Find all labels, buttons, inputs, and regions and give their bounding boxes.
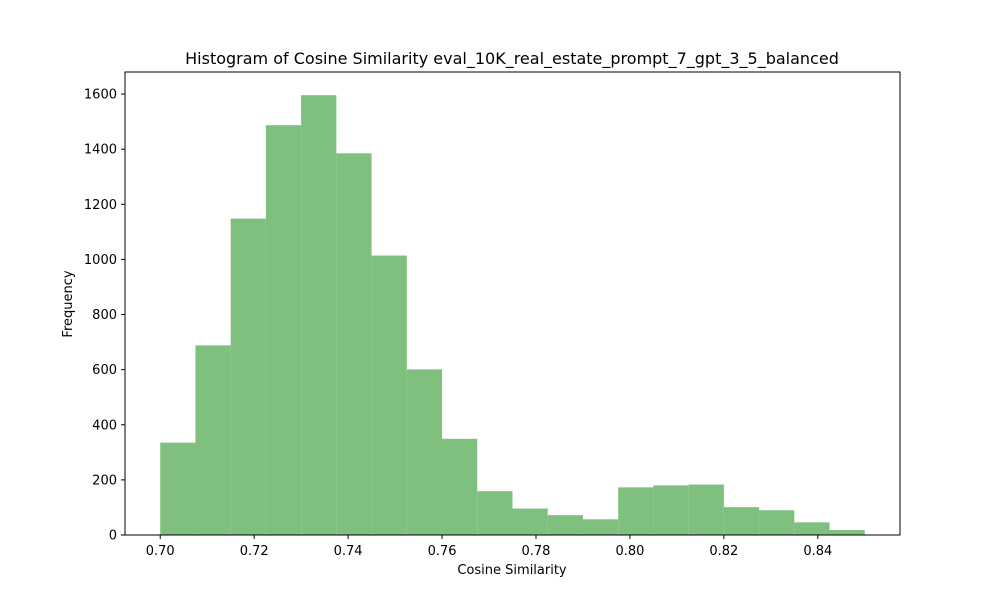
histogram-bar — [688, 484, 724, 535]
x-tick-label: 0.72 — [240, 544, 269, 559]
chart-title: Histogram of Cosine Similarity eval_10K_… — [185, 49, 839, 69]
x-axis-ticks: 0.70 0.72 0.74 0.76 0.78 0.80 0.82 0.84 — [146, 535, 832, 559]
histogram-bars — [160, 95, 865, 536]
y-tick-label: 0 — [109, 529, 117, 544]
x-tick-label: 0.70 — [146, 544, 175, 559]
x-tick-label: 0.84 — [803, 544, 832, 559]
histogram-bar — [794, 522, 830, 535]
y-tick-label: 800 — [92, 308, 117, 323]
histogram-bar — [618, 487, 654, 535]
histogram-bar — [301, 95, 337, 536]
y-axis-ticks: 0 200 400 600 800 1000 1200 1400 1600 — [84, 88, 125, 544]
y-tick-label: 600 — [92, 363, 117, 378]
axes-frame — [124, 71, 901, 536]
y-tick-label: 1200 — [84, 198, 117, 213]
x-tick-label: 0.76 — [428, 544, 457, 559]
x-axis-label: Cosine Similarity — [457, 563, 567, 578]
x-tick-label: 0.78 — [522, 544, 551, 559]
x-tick-label: 0.74 — [334, 544, 363, 559]
histogram-bar — [265, 125, 302, 535]
histogram-bar — [442, 438, 478, 535]
histogram-bar — [371, 255, 407, 535]
histogram-bar — [195, 345, 231, 535]
histogram-bar — [829, 530, 865, 535]
histogram-bar — [230, 218, 266, 535]
histogram-bar — [477, 491, 513, 535]
y-axis-label: Frequency — [61, 270, 76, 337]
histogram-bar — [160, 442, 196, 535]
y-tick-label: 1400 — [84, 143, 117, 158]
x-tick-label: 0.82 — [709, 544, 738, 559]
histogram-bar — [723, 507, 760, 535]
histogram-bar — [653, 485, 689, 535]
y-tick-label: 400 — [92, 418, 117, 433]
y-tick-label: 200 — [92, 473, 117, 488]
histogram-bar — [582, 519, 619, 535]
x-tick-label: 0.80 — [615, 544, 644, 559]
histogram-bar — [547, 515, 583, 535]
histogram-bar — [512, 508, 548, 535]
histogram-bar — [406, 369, 443, 535]
histogram-bar — [336, 153, 372, 535]
y-tick-label: 1600 — [84, 88, 117, 103]
y-tick-label: 1000 — [84, 253, 117, 268]
histogram-bar — [759, 510, 795, 535]
